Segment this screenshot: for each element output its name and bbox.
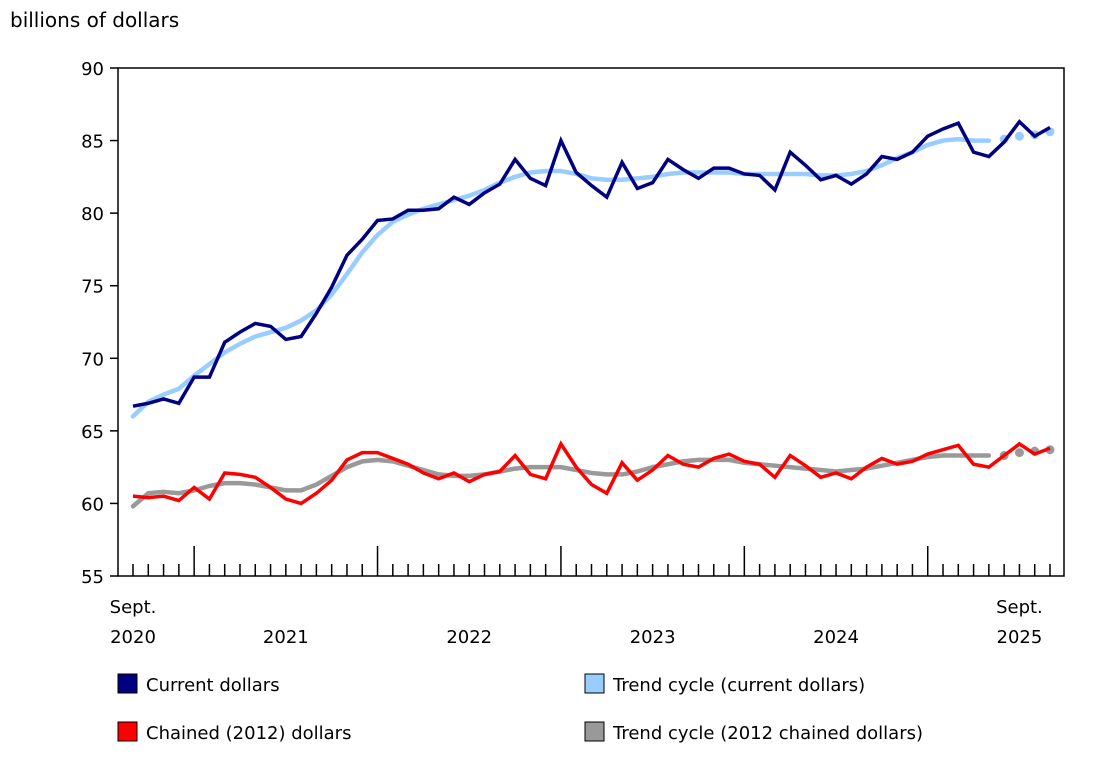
y-axis-label: billions of dollars	[10, 8, 179, 32]
y-tick-label: 90	[81, 59, 104, 80]
series-chained-2012-dollars	[132, 440, 1051, 506]
legend-swatch	[117, 673, 138, 694]
series-trend-cycle-2012-chained-dollars	[130, 453, 992, 509]
legend-label: Trend cycle (2012 chained dollars)	[612, 723, 923, 744]
x-tick-label-year: 2023	[630, 627, 676, 648]
point-trend-cycle-2012-chained-dollars	[1014, 448, 1024, 458]
x-tick-label-month: Sept.	[110, 597, 157, 618]
x-tick-label-month: Sept.	[996, 597, 1043, 618]
y-tick-label: 65	[81, 422, 104, 443]
y-tick-label: 70	[81, 349, 104, 370]
x-tick-label-year: 2025	[997, 627, 1043, 648]
legend-swatch	[584, 721, 605, 742]
x-tick-label-year: 2021	[263, 627, 309, 648]
y-tick-label: 80	[81, 204, 104, 225]
y-tick-label: 85	[81, 132, 104, 153]
y-tick-label: 75	[81, 277, 104, 298]
y-tick-label: 55	[81, 567, 104, 588]
plot-area-border	[117, 67, 1065, 577]
y-tick-label: 60	[81, 494, 104, 515]
point-trend-cycle-current-dollars	[1014, 131, 1024, 141]
x-tick-label-year: 2024	[813, 627, 859, 648]
series-trend-cycle-current-dollars	[130, 136, 992, 419]
series-current-dollars	[132, 119, 1051, 408]
legend-swatch	[117, 721, 138, 742]
legend-label: Current dollars	[146, 675, 280, 696]
x-tick-label-year: 2022	[446, 627, 492, 648]
x-tick-label-year: 2020	[110, 627, 156, 648]
legend-label: Chained (2012) dollars	[146, 723, 351, 744]
legend-swatch	[584, 673, 605, 694]
legend-label: Trend cycle (current dollars)	[612, 675, 865, 696]
